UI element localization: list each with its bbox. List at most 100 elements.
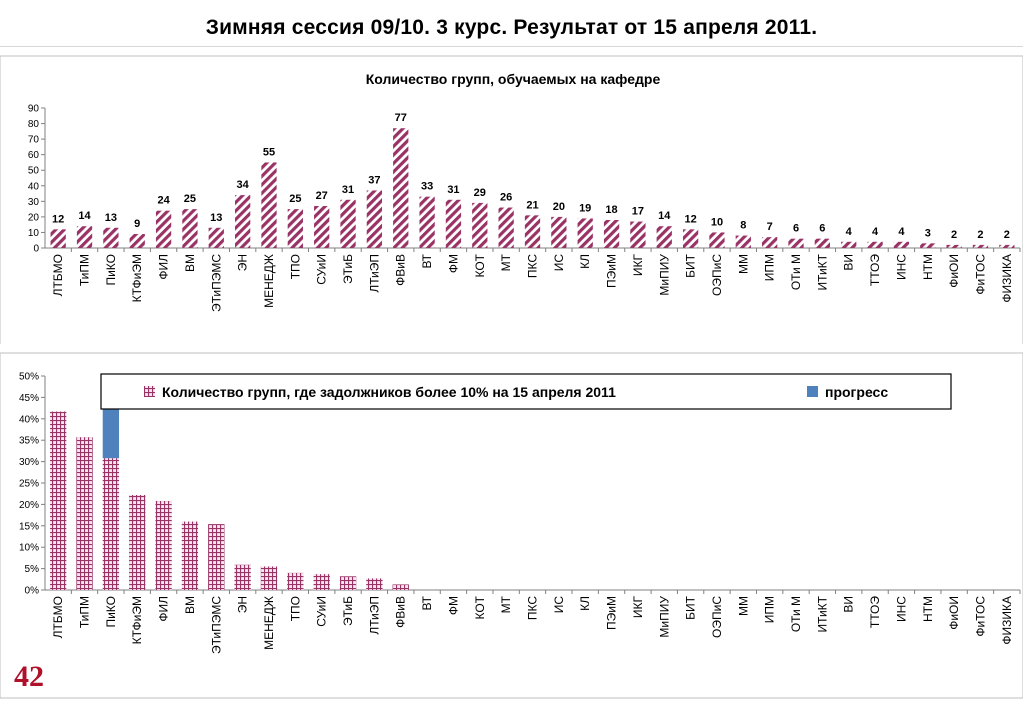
bar (814, 238, 831, 248)
x-tick-label: ЭТиПЭМС (209, 596, 223, 654)
x-tick-label: КОТ (473, 595, 487, 619)
data-label: 19 (579, 202, 591, 214)
bar (735, 235, 751, 248)
bar (946, 244, 962, 248)
bar (920, 243, 936, 248)
y-tick-label: 30 (28, 197, 40, 208)
x-tick-label: ФМ (446, 596, 460, 615)
y-tick-label: 20 (28, 212, 40, 223)
chart-frame (0, 352, 1023, 699)
y-tick-label: 5% (25, 564, 40, 575)
x-tick-label: МиПИУ (657, 254, 671, 296)
x-tick-label: ВМ (183, 254, 197, 272)
x-tick-label: ЛТБМО (51, 254, 65, 296)
bar (182, 209, 198, 248)
x-tick-label: ФВиВ (394, 596, 408, 628)
bar-debtors (181, 521, 199, 590)
data-label: 33 (421, 181, 433, 193)
x-tick-label: МТ (499, 595, 513, 613)
y-tick-label: 90 (28, 104, 40, 115)
bar (445, 199, 462, 248)
data-label: 6 (819, 223, 825, 235)
y-tick-label: 15% (19, 521, 39, 532)
bar (472, 202, 488, 248)
x-tick-label: ФИЛ (157, 254, 171, 280)
x-tick-label: ЛТБМО (51, 596, 65, 638)
y-tick-label: 0 (33, 244, 39, 255)
legend-label-progress: прогресс (825, 384, 888, 400)
x-tick-label: МЕНЕДЖ (262, 596, 276, 650)
y-tick-label: 50 (28, 166, 40, 177)
bar-debtors (129, 494, 146, 590)
y-tick-label: 80 (28, 119, 40, 130)
y-tick-label: 70 (28, 135, 40, 146)
data-label: 12 (684, 213, 696, 225)
bar (709, 232, 725, 248)
bar-debtors (155, 500, 172, 590)
debtors-percent-chart: 0% 5% 10% 15% 20% 25% 30% 35% 40% 45% 50% ЛТБМО ТиПМ… (0, 352, 1023, 699)
x-tick-label: ИПМ (763, 254, 777, 281)
bar (630, 221, 646, 248)
x-tick-label: ФиТОС (973, 254, 987, 295)
x-tick-label: ЭТиБ (341, 596, 355, 626)
bar (972, 244, 989, 248)
x-tick-label: ТПО (288, 596, 302, 621)
x-tick-label: НТМ (921, 596, 935, 622)
data-label: 17 (632, 206, 644, 218)
data-label: 7 (767, 221, 773, 233)
data-label: 13 (105, 212, 117, 224)
bar-debtors (208, 524, 225, 590)
bar (155, 210, 172, 248)
bar-debtors (287, 572, 304, 590)
data-label: 24 (157, 195, 170, 207)
bar (551, 216, 567, 248)
x-tick-label: ФиОИ (947, 596, 961, 630)
bar-debtors (50, 411, 67, 590)
bar (656, 226, 672, 248)
x-tick-label: КОТ (473, 253, 487, 277)
legend-label-debtors: Количество групп, где задолжников более … (162, 384, 616, 400)
x-tick-label: ЛТиЭП (367, 596, 381, 635)
data-label: 18 (605, 204, 617, 216)
bar (603, 220, 620, 248)
x-tick-label: ФИЗИКА (1000, 596, 1014, 645)
x-tick-label: ЛТиЭП (367, 254, 381, 293)
bar (393, 128, 409, 248)
x-tick-label: ПиКО (104, 596, 118, 628)
x-tick-label: ПЭиМ (605, 254, 619, 288)
x-tick-label: ИТиКТ (815, 253, 829, 290)
x-tick-label: ИНС (894, 254, 908, 280)
y-tick-label: 40% (19, 414, 39, 425)
x-tick-label: КЛ (578, 254, 592, 269)
bar (314, 206, 330, 248)
bar-debtors (234, 564, 251, 590)
data-label: 25 (184, 193, 196, 205)
chart-title: Количество групп, обучаемых на кафедре (366, 71, 661, 87)
x-tick-label: ФВиВ (394, 254, 408, 286)
x-tick-label: ПКС (526, 254, 540, 278)
x-tick-label: ВИ (842, 596, 856, 613)
x-tick-label: ММ (736, 596, 750, 616)
x-tick-label: ПЭиМ (605, 596, 619, 630)
x-tick-label: ФИЗИКА (1000, 254, 1014, 303)
x-tick-label: КЛ (578, 596, 592, 611)
data-label: 2 (951, 229, 957, 241)
y-tick-label: 20% (19, 500, 39, 511)
data-label: 6 (793, 223, 799, 235)
x-tick-label: ВМ (183, 596, 197, 614)
x-tick-label: ВТ (420, 253, 434, 268)
data-label: 3 (925, 227, 931, 239)
data-label: 4 (898, 226, 905, 238)
x-tick-label: ФИЛ (157, 596, 171, 622)
bar (498, 207, 514, 248)
x-tick-label: КТФиЭМ (130, 254, 144, 302)
x-tick-label: НТМ (921, 254, 935, 280)
bar (129, 234, 145, 248)
x-tick-label: ПиКО (104, 254, 118, 286)
x-tick-label: ТПО (288, 254, 302, 279)
x-tick-label: ВИ (842, 254, 856, 271)
data-label: 37 (368, 174, 380, 186)
y-tick-label: 35% (19, 436, 39, 447)
data-label: 12 (52, 213, 64, 225)
x-tick-label: ИПМ (763, 596, 777, 623)
